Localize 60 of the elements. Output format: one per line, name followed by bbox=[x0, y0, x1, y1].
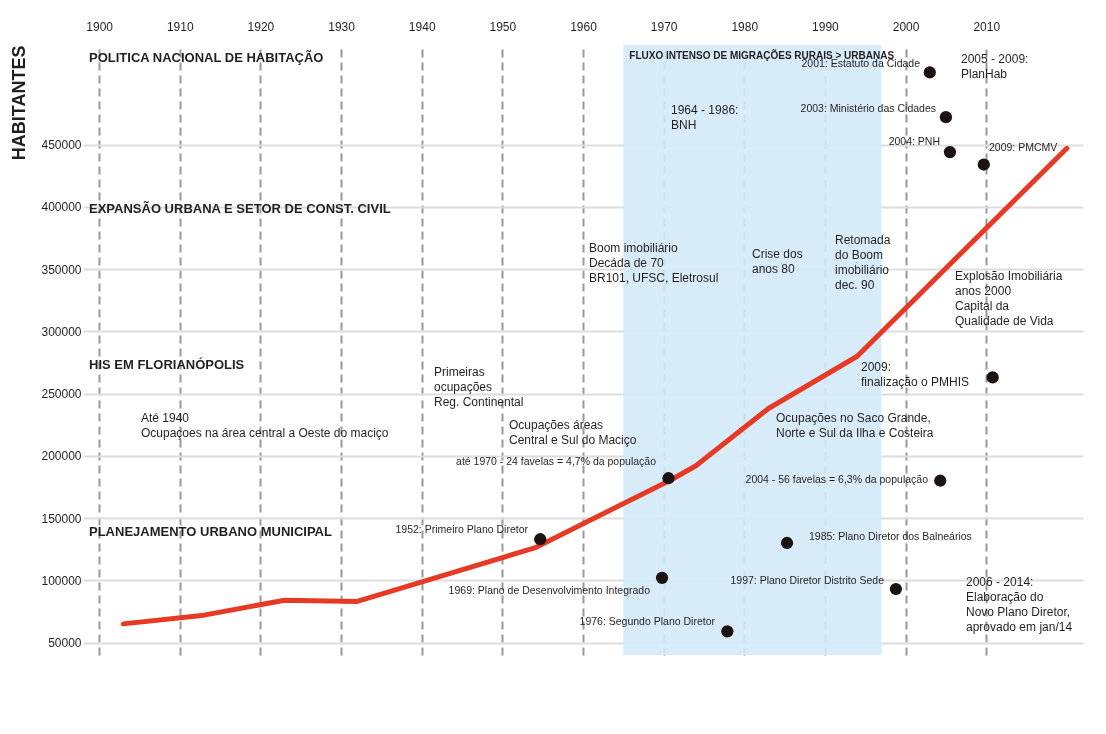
annotation: 1997: Plano Diretor Distrito Sede bbox=[730, 574, 885, 586]
point bbox=[939, 111, 953, 124]
x-tick-label: 1930 bbox=[328, 19, 356, 34]
y-tick-label: 350000 bbox=[41, 262, 82, 277]
point bbox=[655, 571, 669, 584]
x-tick-label: 2000 bbox=[892, 19, 920, 34]
point bbox=[721, 625, 734, 638]
annotation: 1952: Primeiro Plano Diretor bbox=[395, 523, 529, 535]
point bbox=[662, 472, 675, 485]
point bbox=[943, 145, 957, 159]
annotation: Crise dos anos 80 bbox=[752, 247, 803, 276]
annotation: Primeiras ocupações Reg. Continental bbox=[434, 365, 524, 409]
annotation: 1969: Plano de Desenvolvimento Integrado bbox=[448, 584, 651, 596]
x-tick-label: 1980 bbox=[731, 19, 759, 34]
y-tick-label: 100000 bbox=[41, 573, 82, 588]
annotation: 2006 - 2014: Elaboração do Novo Plano Diretor, aprovado em jan/14 bbox=[966, 575, 1073, 634]
annotation: Ocupações áreas Central e Sul do Maciço bbox=[509, 418, 637, 447]
x-tick-label: 1960 bbox=[570, 19, 598, 34]
point bbox=[986, 371, 999, 384]
annotation: 1985: Plano Diretor dos Balneários bbox=[809, 530, 972, 542]
annotation: 1976: Segundo Plano Diretor bbox=[579, 615, 716, 627]
annotation: 2004 - 56 favelas = 6,3% da população bbox=[745, 473, 929, 485]
y-tick-label: 200000 bbox=[41, 449, 82, 464]
annotation: até 1970 - 24 favelas = 4,7% da população bbox=[456, 455, 657, 467]
x-tick-label: 1900 bbox=[86, 19, 114, 34]
annotation: 2004: PNH bbox=[888, 135, 940, 147]
x-tick-label: 1990 bbox=[812, 19, 840, 34]
y-tick-label: 150000 bbox=[41, 511, 82, 526]
y-tick-label: 450000 bbox=[41, 138, 82, 153]
annotation: 1964 - 1986: BNH bbox=[671, 103, 739, 132]
y-tick-label: 300000 bbox=[41, 324, 82, 339]
y-tick-label: 400000 bbox=[41, 200, 82, 215]
annotation: 2009: finalização o PMHIS bbox=[861, 360, 970, 389]
point bbox=[977, 158, 990, 171]
annotation: PLANEJAMENTO URBANO MUNICIPAL bbox=[89, 524, 332, 539]
x-tick-label: 1910 bbox=[166, 19, 194, 34]
y-axis-title: HABITANTES bbox=[9, 45, 30, 161]
point bbox=[780, 536, 794, 550]
annotation: EXPANSÃO URBANA E SETOR DE CONST. CIVIL bbox=[89, 201, 391, 216]
annotation: Explosão Imobiliária anos 2000 Capital da Qualidade de Vida bbox=[955, 269, 1063, 328]
x-tick-label: 1950 bbox=[489, 19, 517, 34]
x-tick-label: 1940 bbox=[408, 19, 436, 34]
annotation: Boom imobiliário Decáda de 70 BR101, UFSC, Eletrosul bbox=[589, 241, 719, 285]
annotation: HIS EM FLORIANÓPOLIS bbox=[89, 357, 245, 372]
point bbox=[923, 66, 936, 79]
point bbox=[534, 533, 547, 546]
x-tick-label: 1970 bbox=[650, 19, 678, 34]
annotation: Ocupações no Saco Grande, Norte e Sul da Ilha e Costeira bbox=[776, 411, 934, 440]
y-tick-label: 50000 bbox=[48, 636, 82, 651]
annotation: 2009: PMCMV bbox=[989, 141, 1058, 153]
y-tick-label: 250000 bbox=[41, 387, 82, 402]
annotation: 2003: Ministério das Cidades bbox=[800, 102, 936, 114]
annotation: 2005 - 2009: PlanHab bbox=[961, 52, 1029, 81]
point bbox=[934, 474, 947, 487]
x-tick-label: 1920 bbox=[247, 19, 275, 34]
annotation: POLITICA NACIONAL DE HABITAÇÃO bbox=[89, 50, 324, 65]
annotation: Retomada do Boom imobiliário dec. 90 bbox=[835, 233, 891, 292]
annotation: Até 1940 Ocupaçoes na área central a Oeste do maciço bbox=[141, 411, 389, 440]
point bbox=[889, 582, 903, 596]
x-tick-label: 2010 bbox=[973, 19, 1001, 34]
